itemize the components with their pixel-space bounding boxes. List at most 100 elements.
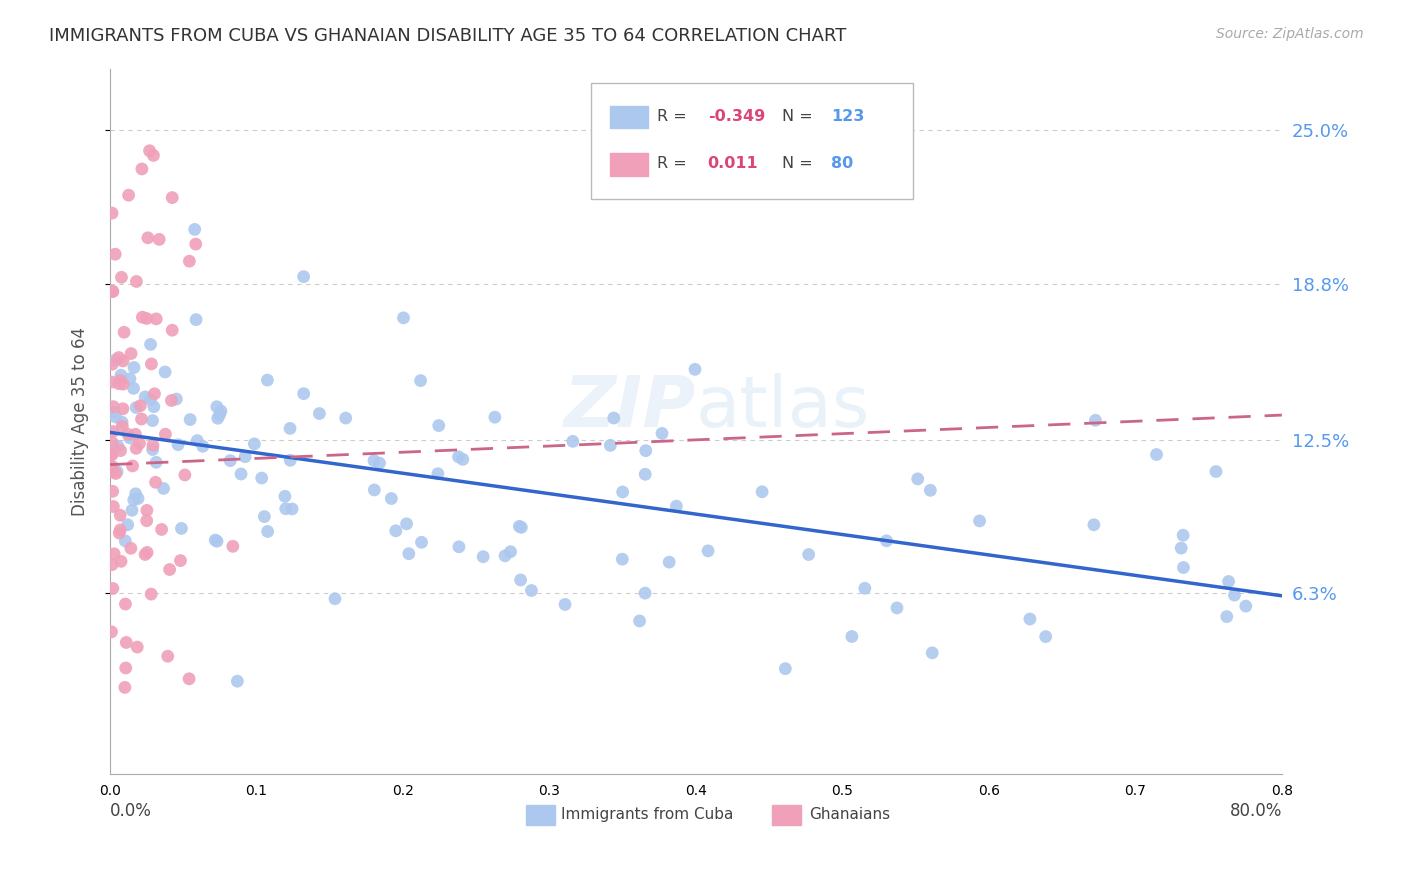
Point (145, 312, 167, 326)
Text: atlas: atlas (696, 373, 870, 442)
Point (554, 598, 576, 612)
Text: Source: ZipAtlas.com: Source: ZipAtlas.com (1216, 27, 1364, 41)
Point (447, 450, 470, 464)
Point (112, 377, 135, 392)
Point (278, 421, 301, 435)
Point (156, 649, 179, 664)
Point (634, 443, 657, 458)
Y-axis label: Disability Age 35 to 64: Disability Age 35 to 64 (72, 326, 89, 516)
Point (115, 635, 138, 649)
Point (628, 614, 651, 628)
Point (138, 144, 160, 158)
Point (179, 412, 201, 426)
Point (222, 539, 245, 553)
Point (1170, 541, 1192, 555)
Point (136, 231, 159, 245)
Point (384, 524, 406, 538)
Point (1083, 517, 1105, 532)
Text: R =: R = (657, 156, 688, 171)
Point (634, 467, 657, 482)
Point (209, 404, 232, 418)
Point (101, 459, 124, 474)
Point (634, 586, 657, 600)
Text: 0.011: 0.011 (707, 156, 758, 171)
Point (122, 360, 145, 375)
Text: 80: 80 (831, 156, 853, 171)
Point (148, 232, 170, 246)
Point (131, 310, 153, 325)
Point (612, 485, 634, 500)
Point (111, 401, 134, 416)
Point (509, 573, 531, 587)
Point (184, 312, 207, 326)
Text: R =: R = (657, 109, 688, 124)
Point (1205, 465, 1227, 479)
Point (256, 524, 278, 539)
Point (100, 459, 122, 474)
Point (658, 555, 681, 569)
Point (112, 354, 135, 368)
Point (191, 439, 214, 453)
Point (120, 346, 142, 360)
Point (447, 540, 470, 554)
Point (114, 597, 136, 611)
Point (1223, 588, 1246, 602)
Point (160, 393, 183, 408)
Point (1234, 599, 1257, 613)
Point (110, 508, 132, 523)
Point (250, 471, 273, 485)
Point (103, 547, 125, 561)
Point (101, 357, 124, 371)
Point (150, 523, 173, 537)
Point (100, 448, 122, 462)
Point (139, 392, 162, 407)
Point (1019, 612, 1042, 626)
Point (107, 439, 129, 453)
Point (153, 365, 176, 379)
Point (665, 499, 688, 513)
Point (292, 386, 315, 401)
Point (775, 662, 797, 676)
Point (101, 558, 124, 572)
Point (183, 222, 205, 236)
Point (124, 427, 146, 442)
Point (100, 624, 122, 639)
Point (103, 500, 125, 514)
Point (510, 520, 533, 534)
Point (114, 661, 136, 675)
Point (134, 390, 156, 404)
Point (142, 442, 165, 457)
Point (499, 545, 522, 559)
Point (118, 372, 141, 386)
Text: 80.0%: 80.0% (1229, 802, 1282, 821)
Point (1218, 574, 1240, 589)
Point (125, 442, 148, 456)
Point (120, 541, 142, 556)
Bar (526, 805, 555, 825)
Point (243, 437, 266, 451)
Point (135, 503, 157, 517)
Point (135, 311, 157, 326)
Point (876, 533, 898, 548)
Point (142, 148, 165, 162)
Point (114, 533, 136, 548)
Point (1171, 528, 1194, 542)
Point (145, 455, 167, 469)
Point (363, 453, 385, 467)
Point (103, 405, 125, 419)
Point (104, 247, 127, 261)
Point (108, 376, 131, 391)
Point (886, 601, 908, 615)
Point (907, 472, 929, 486)
Point (160, 323, 183, 337)
Point (229, 467, 252, 481)
Point (233, 450, 256, 464)
Point (117, 427, 139, 442)
Point (110, 270, 132, 285)
Point (141, 357, 163, 371)
Text: 123: 123 (831, 109, 865, 124)
Point (121, 458, 143, 473)
Point (108, 526, 131, 541)
Point (1173, 560, 1195, 574)
Point (1216, 609, 1239, 624)
